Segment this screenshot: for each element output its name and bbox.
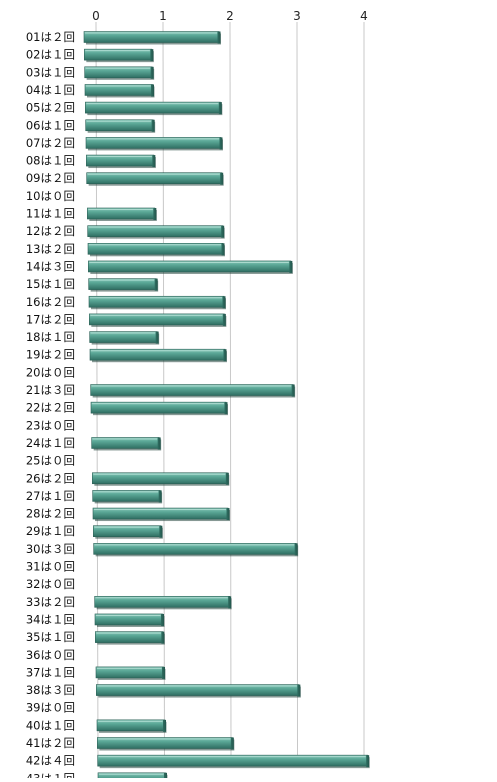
category-label: 25は０回 [26, 454, 75, 468]
category-label: 04は１回 [26, 83, 75, 97]
category-label: 15は１回 [26, 277, 75, 291]
bar [85, 101, 223, 116]
category-label: 03は１回 [26, 65, 75, 79]
bar [88, 260, 293, 274]
category-label: 14は３回 [26, 259, 75, 273]
category-label: 24は１回 [26, 436, 75, 450]
category-label: 34は１回 [26, 612, 75, 626]
category-label: 08は１回 [26, 154, 75, 168]
category-label: 16は２回 [26, 295, 75, 309]
category-label: 30は３回 [26, 542, 75, 556]
category-label: 10は０回 [26, 189, 75, 203]
bar [86, 172, 224, 186]
bar [95, 666, 166, 680]
category-label: 17は２回 [26, 312, 75, 326]
bar [89, 331, 160, 345]
bar [84, 66, 155, 80]
category-label: 35は１回 [26, 630, 75, 644]
category-label: 39は０回 [26, 701, 75, 715]
bar [95, 631, 165, 645]
bar [84, 84, 155, 98]
bar [85, 137, 223, 151]
category-label: 09は２回 [26, 171, 75, 185]
category-label: 05は２回 [26, 101, 75, 115]
category-label: 07は２回 [26, 136, 75, 150]
bar [94, 595, 232, 610]
category-label: 41は２回 [26, 736, 75, 750]
bar [87, 207, 157, 221]
category-label: 26は２回 [26, 471, 75, 485]
category-label: 21は３回 [26, 383, 75, 397]
bar [83, 31, 221, 45]
bar [97, 772, 168, 782]
x-tick-label: 1 [159, 9, 167, 23]
bar [90, 401, 228, 416]
bar [93, 525, 163, 539]
x-tick-label: 3 [293, 9, 301, 23]
category-label: 19は２回 [26, 348, 75, 362]
bar [88, 295, 226, 310]
category-label: 18は１回 [26, 330, 75, 344]
category-label: 02は１回 [26, 48, 75, 62]
bar [86, 154, 156, 169]
x-tick-label: 2 [226, 9, 234, 23]
category-label: 12は２回 [26, 224, 75, 238]
category-label: 42は４回 [26, 754, 75, 768]
category-label: 23は０回 [26, 418, 75, 432]
bar [85, 119, 156, 133]
category-label: 22は２回 [26, 401, 75, 415]
category-label: 20は０回 [26, 365, 75, 379]
category-label: 29は１回 [26, 524, 75, 538]
category-label: 33は２回 [26, 595, 75, 609]
category-label: 37は１回 [26, 665, 75, 679]
x-tick-label: 4 [360, 9, 368, 23]
category-label: 27は１回 [26, 489, 75, 503]
bars [83, 31, 370, 782]
x-axis-ticks: 0 1 2 3 4 [92, 9, 368, 23]
x-tick-label: 0 [92, 9, 100, 23]
category-label: 13は２回 [26, 242, 75, 256]
category-label: 11は１回 [26, 207, 75, 221]
bar [92, 472, 230, 486]
category-label: 01は２回 [26, 30, 75, 44]
bar [87, 225, 225, 239]
category-label: 28は２回 [26, 507, 75, 521]
bar [89, 313, 227, 327]
category-labels: 01は２回 02は１回 03は１回 04は１回 05は２回 06は１回 07は２回 08は１回… [26, 30, 75, 782]
category-label: 36は０回 [26, 648, 75, 662]
bar [87, 243, 225, 257]
bar [94, 613, 165, 627]
bar [91, 437, 162, 451]
bar [97, 754, 370, 769]
bar [97, 737, 235, 751]
category-label: 06は１回 [26, 118, 75, 132]
bar [90, 384, 296, 398]
bar [93, 543, 299, 557]
bar [88, 278, 159, 292]
category-label: 31は０回 [26, 560, 75, 574]
bar [96, 684, 301, 698]
bar [92, 507, 230, 522]
category-label: 38は３回 [26, 683, 75, 697]
category-label: 32は０回 [26, 577, 75, 591]
gridline-3 [296, 21, 298, 763]
bar [84, 48, 154, 63]
bar [92, 490, 163, 504]
bar [96, 719, 167, 733]
bar [89, 348, 227, 363]
category-label: 40は１回 [26, 718, 75, 732]
category-label: 43は１回 [26, 771, 75, 778]
